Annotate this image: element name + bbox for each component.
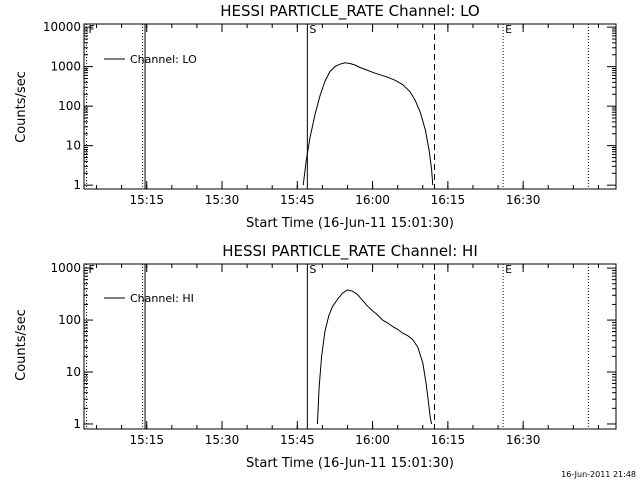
footer-timestamp: 16-Jun-2011 21:48 <box>561 470 636 479</box>
x-axis-label: Start Time (16-Jun-11 15:01:30) <box>246 456 454 471</box>
x-tick-label: 15:30 <box>205 433 240 447</box>
x-tick-label: 16:30 <box>506 193 541 207</box>
time-marker-label: F <box>89 263 95 276</box>
chart-title: HESSI PARTICLE_RATE Channel: HI <box>222 242 478 261</box>
x-axis-label: Start Time (16-Jun-11 15:01:30) <box>246 216 454 231</box>
time-marker-label: S <box>309 23 316 36</box>
legend: Channel: HI <box>104 292 194 305</box>
tick-marks <box>84 24 616 189</box>
x-tick-labels: 15:15 15:30 15:45 16:00 16:15 16:30 <box>129 433 540 447</box>
chart-panel-lo: HESSI PARTICLE_RATE Channel: LO F S E 15:1… <box>14 2 617 231</box>
series-line-lo <box>302 62 434 186</box>
plot-frame <box>83 23 617 190</box>
y-tick-labels: 1 10 100 1000 <box>50 261 81 431</box>
time-marker-label: E <box>505 263 512 276</box>
chart-panel-hi: HESSI PARTICLE_RATE Channel: HI F S E 15:1… <box>14 242 617 471</box>
series-line-hi <box>316 289 433 425</box>
y-tick-label: 100 <box>58 99 81 113</box>
time-markers <box>86 264 589 429</box>
x-tick-label: 16:00 <box>355 193 390 207</box>
legend-label: Channel: LO <box>130 53 197 66</box>
y-tick-label: 1000 <box>50 261 81 275</box>
y-tick-label: 1 <box>73 417 81 431</box>
y-tick-label: 10 <box>66 139 81 153</box>
y-tick-label: 1000 <box>50 60 81 74</box>
legend: Channel: LO <box>104 53 197 66</box>
time-marker-label: S <box>309 263 316 276</box>
time-marker-label: F <box>89 23 95 36</box>
x-tick-label: 15:15 <box>129 193 164 207</box>
x-tick-label: 16:15 <box>431 433 466 447</box>
x-tick-label: 15:15 <box>129 433 164 447</box>
y-axis-label: Counts/sec <box>14 71 29 143</box>
y-tick-label: 1 <box>73 178 81 192</box>
tick-marks <box>84 264 616 429</box>
x-tick-label: 16:15 <box>431 193 466 207</box>
y-tick-label: 100 <box>58 313 81 327</box>
y-tick-labels: 1 10 100 1000 10000 <box>43 20 81 192</box>
x-tick-label: 15:45 <box>280 433 315 447</box>
chart-title: HESSI PARTICLE_RATE Channel: LO <box>220 2 479 21</box>
legend-label: Channel: HI <box>130 292 194 305</box>
y-axis-label: Counts/sec <box>14 309 29 381</box>
y-tick-label: 10 <box>66 365 81 379</box>
x-tick-label: 15:45 <box>280 193 315 207</box>
time-markers <box>86 24 589 189</box>
plot-frame <box>83 263 617 430</box>
x-tick-label: 16:30 <box>506 433 541 447</box>
x-tick-labels: 15:15 15:30 15:45 16:00 16:15 16:30 <box>129 193 540 207</box>
y-tick-label: 10000 <box>43 20 81 34</box>
x-tick-label: 15:30 <box>205 193 240 207</box>
time-marker-label: E <box>505 23 512 36</box>
x-tick-label: 16:00 <box>355 433 390 447</box>
